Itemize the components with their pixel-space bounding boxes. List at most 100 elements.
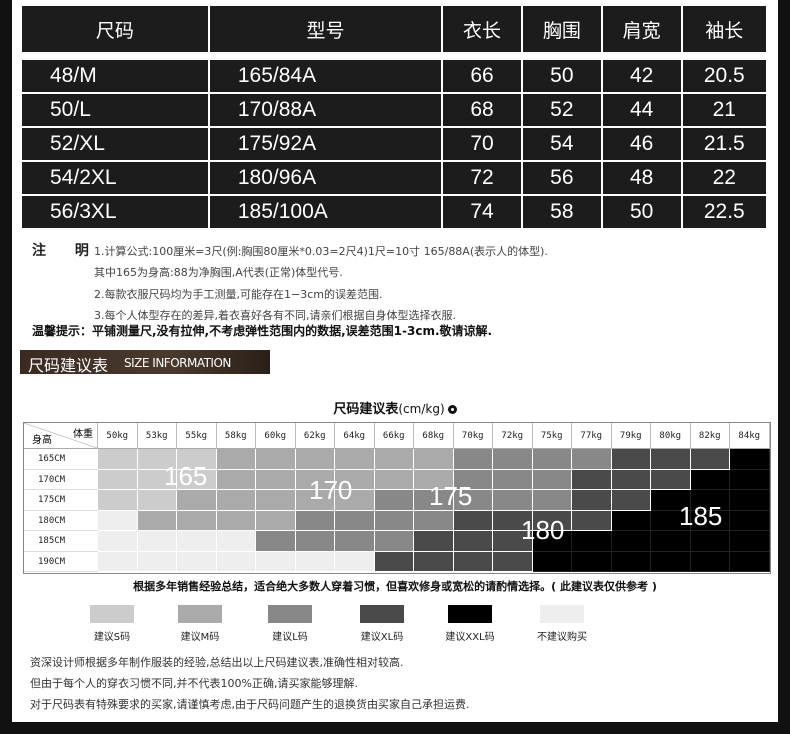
size-cell: 185/100A bbox=[209, 196, 442, 228]
legend-swatch bbox=[360, 605, 404, 623]
row-gap bbox=[22, 54, 766, 58]
grid-cell bbox=[730, 469, 770, 490]
grid-cell bbox=[651, 551, 691, 572]
grid-cell bbox=[374, 449, 414, 470]
grid-cell bbox=[453, 551, 493, 572]
grid-cell bbox=[690, 490, 730, 511]
grid-cell bbox=[137, 490, 177, 511]
grid-cell bbox=[572, 531, 612, 552]
grid-cell bbox=[256, 469, 296, 490]
grid-cell bbox=[414, 510, 454, 531]
recommend-unit: (cm/kg) bbox=[398, 402, 445, 416]
legend-label: 建议M码 bbox=[180, 632, 220, 643]
size-cell: 175/92A bbox=[209, 128, 442, 160]
grid-cell bbox=[98, 449, 138, 470]
size-cell: 42 bbox=[602, 60, 681, 92]
grid-cell bbox=[453, 469, 493, 490]
grid-cell bbox=[611, 490, 651, 511]
footer-line: 对于尺码表有特殊要求的买家,请谨慎考虑,由于尺码问题产生的退换货由买家自己承担运… bbox=[30, 698, 470, 711]
grid-cell bbox=[216, 531, 256, 552]
grid-cell bbox=[295, 531, 335, 552]
grid-cell bbox=[493, 531, 533, 552]
grid-cell bbox=[216, 510, 256, 531]
weight-header: 75kg bbox=[532, 423, 572, 449]
grid-cell bbox=[651, 510, 691, 531]
grid-cell bbox=[532, 469, 572, 490]
size-cell: 50 bbox=[522, 60, 601, 92]
size-cell: 70 bbox=[443, 128, 521, 160]
weight-header: 64kg bbox=[335, 423, 375, 449]
size-row: 54/2XL 180/96A 72 56 48 22 bbox=[22, 162, 766, 194]
recommend-title: 尺码建议表(cm/kg) bbox=[0, 398, 790, 417]
size-cell: 22.5 bbox=[682, 196, 766, 228]
weight-header: 84kg bbox=[730, 423, 770, 449]
grid-cell bbox=[690, 449, 730, 470]
grid-cell bbox=[335, 531, 375, 552]
height-label: 175CM bbox=[24, 490, 98, 511]
grid-cell bbox=[177, 449, 217, 470]
legend-label: 建议L码 bbox=[272, 632, 308, 643]
weight-header: 53kg bbox=[137, 423, 177, 449]
header-shoulder: 肩宽 bbox=[602, 6, 681, 52]
weight-header: 77kg bbox=[572, 423, 612, 449]
grid-cell bbox=[493, 469, 533, 490]
grid-cell bbox=[295, 490, 335, 511]
weight-header: 68kg bbox=[414, 423, 454, 449]
grid-cell bbox=[256, 490, 296, 511]
legend-swatch bbox=[540, 605, 584, 623]
grid-cell bbox=[374, 510, 414, 531]
size-cell: 54 bbox=[522, 128, 601, 160]
size-cell: 20.5 bbox=[682, 60, 766, 92]
weight-header: 72kg bbox=[493, 423, 533, 449]
grid-cell bbox=[374, 490, 414, 511]
grid-cell bbox=[532, 531, 572, 552]
grid-cell bbox=[532, 490, 572, 511]
size-row: 56/3XL 185/100A 74 58 50 22.5 bbox=[22, 196, 766, 228]
banner-title: 尺码建议表 bbox=[28, 356, 109, 375]
legend-label: 不建议购买 bbox=[537, 632, 587, 643]
size-cell: 50 bbox=[602, 196, 681, 228]
grid-cell bbox=[335, 469, 375, 490]
legend-swatch bbox=[448, 605, 492, 623]
grid-cell bbox=[335, 510, 375, 531]
grid-cell bbox=[611, 469, 651, 490]
weight-header: 55kg bbox=[177, 423, 217, 449]
size-cell: 22 bbox=[682, 162, 766, 194]
size-row: 50/L 170/88A 68 52 44 21 bbox=[22, 94, 766, 126]
footer-line: 资深设计师根据多年制作服装的经验,总结出以上尺码建议表,准确性相对较高. bbox=[30, 656, 404, 669]
weight-header: 60kg bbox=[256, 423, 296, 449]
grid-cell bbox=[414, 469, 454, 490]
size-cell: 52/XL bbox=[22, 128, 208, 160]
grid-cell bbox=[493, 551, 533, 572]
size-cell: 21 bbox=[682, 94, 766, 126]
grid-cell bbox=[690, 531, 730, 552]
grid-cell bbox=[493, 490, 533, 511]
corner-weight-label: 体重 bbox=[73, 429, 93, 440]
recommend-title-text: 尺码建议表 bbox=[333, 402, 399, 417]
grid-cell bbox=[572, 551, 612, 572]
grid-cell bbox=[216, 449, 256, 470]
footer-line: 但由于每个人的穿衣习惯不同,并不代表100%正确,请买家能够理解. bbox=[30, 677, 358, 690]
weight-header: 58kg bbox=[216, 423, 256, 449]
grid-cell bbox=[98, 531, 138, 552]
warm-tip: 温馨提示：平铺测量尺,没有拉伸,不考虑弹性范围内的数据,误差范围1-3cm.敬请… bbox=[32, 324, 493, 338]
grid-cell bbox=[651, 449, 691, 470]
grid-cell bbox=[177, 490, 217, 511]
corner-height-label: 身高 bbox=[32, 435, 52, 446]
grid-cell bbox=[572, 449, 612, 470]
grid-cell bbox=[137, 551, 177, 572]
grid-cell bbox=[256, 449, 296, 470]
size-cell: 50/L bbox=[22, 94, 208, 126]
size-zone-label: 185 bbox=[679, 501, 723, 531]
note-line: 1.计算公式:100厘米=3尺(例:胸围80厘米*0.03=2尺4)1尺=10寸… bbox=[94, 245, 548, 258]
size-cell: 58 bbox=[522, 196, 601, 228]
header-sleeve: 袖长 bbox=[682, 6, 766, 52]
legend-swatch bbox=[178, 605, 222, 623]
size-cell: 54/2XL bbox=[22, 162, 208, 194]
grid-cell bbox=[730, 551, 770, 572]
header-chest: 胸围 bbox=[522, 6, 601, 52]
grid-cell bbox=[690, 510, 730, 531]
height-label: 165CM bbox=[24, 449, 98, 470]
grid-cell bbox=[295, 510, 335, 531]
grid-cell bbox=[98, 551, 138, 572]
